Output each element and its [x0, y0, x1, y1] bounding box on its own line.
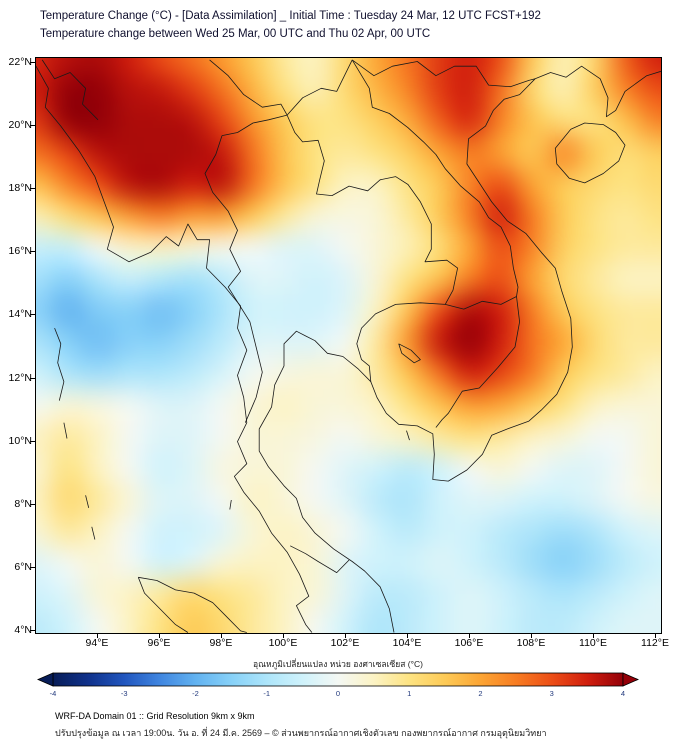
- colorbar-tick-label: -3: [120, 689, 128, 698]
- y-axis-label: 16°N: [8, 245, 32, 258]
- x-axis-tick: [159, 633, 160, 638]
- x-axis-tick: [407, 633, 408, 638]
- x-axis-tick: [345, 633, 346, 638]
- y-axis-label: 4°N: [14, 623, 32, 636]
- x-axis-label: 96°E: [147, 637, 171, 649]
- x-axis-tick: [283, 633, 284, 638]
- x-axis-label: 104°E: [392, 637, 422, 649]
- colorbar-tick-label: -4: [49, 689, 57, 698]
- colorbar-tick-label: -2: [192, 689, 199, 698]
- y-axis-tick: [30, 629, 35, 631]
- colorbar-tick-label: 3: [549, 689, 554, 698]
- y-axis-tick: [30, 314, 35, 316]
- x-axis-label: 100°E: [268, 637, 298, 649]
- x-axis-tick: [221, 633, 222, 638]
- y-axis-label: 6°N: [14, 560, 32, 573]
- x-axis-tick: [655, 633, 656, 638]
- page-title: Temperature Change (°C) - [Data Assimila…: [40, 10, 541, 22]
- y-axis-label: 22°N: [8, 56, 32, 69]
- colorbar-tick-label: 0: [335, 689, 341, 698]
- colorbar-tick-label: 1: [407, 689, 412, 698]
- y-axis-tick: [30, 566, 35, 568]
- x-axis-tick: [469, 633, 470, 638]
- y-axis-tick: [30, 62, 35, 64]
- x-axis-label: 98°E: [209, 637, 233, 649]
- x-axis-label: 110°E: [579, 637, 607, 649]
- y-axis-tick: [30, 377, 35, 379]
- colorbar-label: อุณหภูมิเปลี่ยนแปลง หน่วย องศาเซลเซียส (…: [253, 659, 423, 669]
- y-axis-label: 8°N: [14, 497, 32, 510]
- y-axis-tick: [30, 125, 35, 127]
- x-axis-label: 94°E: [85, 637, 109, 649]
- y-axis-label: 14°N: [8, 308, 32, 321]
- y-axis-tick: [30, 251, 35, 253]
- colorbar-arrow: [622, 672, 640, 687]
- colorbar-gradient: [52, 672, 624, 687]
- x-axis-tick: [97, 633, 98, 638]
- footer-update-credit: ปรับปรุงข้อมูล ณ เวลา 19:00น. วัน อ. ที่…: [55, 728, 547, 738]
- y-axis-tick: [30, 503, 35, 505]
- colorbar-tick-label: -1: [263, 689, 271, 698]
- x-axis-label: 102°E: [330, 637, 360, 649]
- x-axis-label: 112°E: [641, 637, 669, 649]
- colorbar: [36, 672, 640, 687]
- y-axis-tick: [30, 188, 35, 190]
- x-axis-label: 108°E: [516, 637, 546, 649]
- x-axis-label: 106°E: [454, 637, 484, 649]
- temperature-field-canvas: [36, 58, 661, 633]
- colorbar-tick-label: 2: [478, 689, 483, 698]
- y-axis-label: 18°N: [8, 182, 32, 195]
- x-axis-tick: [593, 633, 594, 638]
- x-axis-tick: [531, 633, 532, 638]
- y-axis-label: 12°N: [8, 371, 32, 384]
- y-axis-label: 10°N: [8, 434, 32, 447]
- footer-domain-info: WRF-DA Domain 01 :: Grid Resolution 9km …: [55, 711, 255, 721]
- y-axis-tick: [30, 440, 35, 442]
- colorbar-arrow: [36, 672, 54, 687]
- y-axis-label: 20°N: [8, 119, 32, 132]
- colorbar-tick-label: 4: [620, 689, 626, 698]
- page-subtitle: Temperature change between Wed 25 Mar, 0…: [40, 28, 431, 40]
- map-plot-area: [35, 57, 662, 634]
